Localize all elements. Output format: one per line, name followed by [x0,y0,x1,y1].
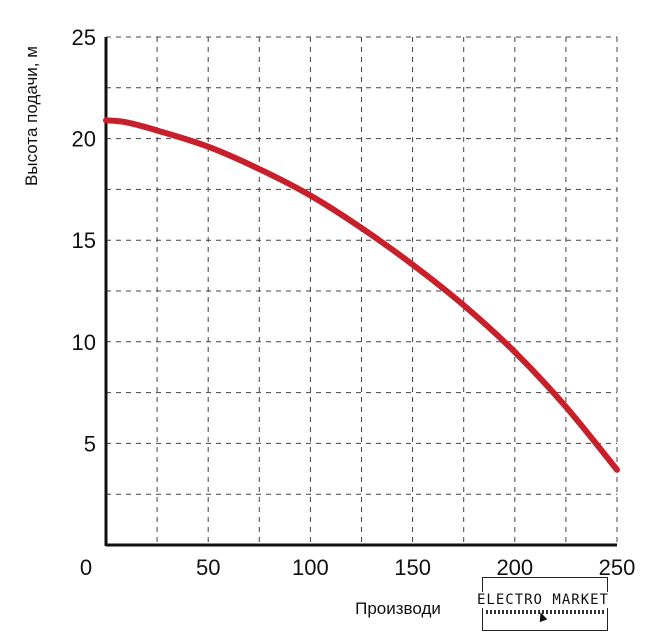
x-tick-label: 50 [196,555,220,580]
x-tick-label: 200 [496,555,533,580]
x-axis-label: Производи [355,599,441,618]
y-tick-label: 5 [84,431,96,456]
x-tick-label: 100 [292,555,329,580]
grid-layer [106,36,618,545]
series-line [103,117,620,473]
y-axis-label: Высота подачи, м [22,46,41,186]
y-tick-label: 25 [72,25,96,50]
x-tick-label: 150 [394,555,431,580]
y-tick-label: 10 [72,330,96,355]
x-tick-label: 250 [599,555,636,580]
y-tick-label: 15 [72,228,96,253]
logo-text: ELECTRO MARKET [468,592,618,608]
y-tick-label: 20 [72,127,96,152]
series-layer [103,117,620,473]
x-tick-labels: 0 50 100 150 200 250 [80,555,635,580]
logo-underline [486,610,604,614]
x-tick-label: 0 [80,555,92,580]
y-tick-labels: 5 10 15 20 25 [72,25,96,456]
